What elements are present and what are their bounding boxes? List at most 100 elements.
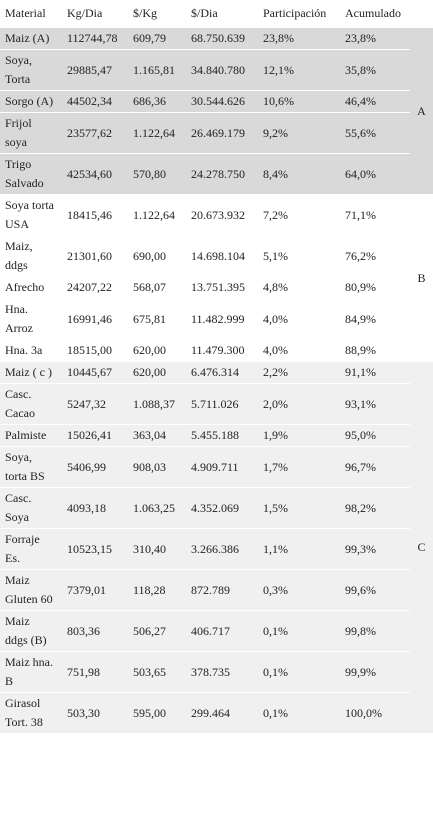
value-cell: 23,8%: [258, 27, 340, 50]
value-cell: 568,07: [128, 276, 186, 299]
value-cell: 20.673.932: [186, 194, 258, 236]
material-cell: Maiz ( c ): [0, 361, 62, 384]
material-cell: Hna. 3a: [0, 339, 62, 362]
material-cell: Frijol soya: [0, 112, 62, 154]
value-cell: 99,3%: [340, 528, 410, 570]
table-row: Casc. Cacao 5247,32 1.088,37 5.711.026 2,0% 9…: [0, 383, 433, 425]
value-cell: 751,98: [62, 651, 128, 693]
value-cell: 503,30: [62, 692, 128, 734]
material-cell: Afrecho: [0, 276, 62, 299]
value-cell: 1,9%: [258, 424, 340, 447]
value-cell: 55,6%: [340, 112, 410, 154]
value-cell: 0,1%: [258, 610, 340, 652]
value-cell: 15026,41: [62, 424, 128, 447]
material-cell: Soya, Torta: [0, 49, 62, 91]
group-label: C: [410, 361, 433, 734]
value-cell: 570,80: [128, 153, 186, 195]
table-row: Soya torta USA 18415,46 1.122,64 20.673.932…: [0, 194, 433, 362]
value-cell: 64,0%: [340, 153, 410, 195]
table-row: Girasol Tort. 38 503,30 595,00 299.464 0,1% 1…: [0, 692, 433, 734]
material-cell: Maiz, ddgs: [0, 235, 62, 277]
value-cell: 24207,22: [62, 276, 128, 299]
value-cell: 91,1%: [340, 361, 410, 384]
value-cell: 310,40: [128, 528, 186, 570]
value-cell: 620,00: [128, 361, 186, 384]
column-header: $/Kg: [128, 0, 186, 28]
value-cell: 44502,34: [62, 90, 128, 113]
table-body: Maiz (A) 112744,78 609,79 68.750.639 23,8% 23…: [0, 27, 433, 734]
column-header: $/Dia: [186, 0, 258, 28]
column-header: Material: [0, 0, 62, 28]
value-cell: 8,4%: [258, 153, 340, 195]
value-cell: 98,2%: [340, 487, 410, 529]
table-row: Sorgo (A) 44502,34 686,36 30.544.626 10,6% 46…: [0, 90, 433, 113]
value-cell: 23577,62: [62, 112, 128, 154]
material-cell: Maiz Gluten 60: [0, 569, 62, 611]
value-cell: 96,7%: [340, 446, 410, 488]
value-cell: 23,8%: [340, 27, 410, 50]
table-row: Casc. Soya 4093,18 1.063,25 4.352.069 1,5% 98…: [0, 487, 433, 529]
material-cell: Hna. Arroz: [0, 298, 62, 340]
value-cell: 80,9%: [340, 276, 410, 299]
value-cell: 76,2%: [340, 235, 410, 277]
value-cell: 84,9%: [340, 298, 410, 340]
material-cell: Soya, torta BS: [0, 446, 62, 488]
table-row: Maiz hna. B 751,98 503,65 378.735 0,1% 99,9%: [0, 651, 433, 693]
value-cell: 1,7%: [258, 446, 340, 488]
value-cell: 406.717: [186, 610, 258, 652]
value-cell: 93,1%: [340, 383, 410, 425]
value-cell: 5406,99: [62, 446, 128, 488]
table-row: Trigo Salvado 42534,60 570,80 24.278.750 8,4…: [0, 153, 433, 195]
value-cell: 21301,60: [62, 235, 128, 277]
material-cell: Sorgo (A): [0, 90, 62, 113]
value-cell: 24.278.750: [186, 153, 258, 195]
value-cell: 11.479.300: [186, 339, 258, 362]
value-cell: 18415,46: [62, 194, 128, 236]
value-cell: 42534,60: [62, 153, 128, 195]
column-header: [410, 0, 433, 28]
value-cell: 506,27: [128, 610, 186, 652]
value-cell: 0,1%: [258, 651, 340, 693]
column-header: Acumulado: [340, 0, 410, 28]
value-cell: 7379,01: [62, 569, 128, 611]
value-cell: 908,03: [128, 446, 186, 488]
value-cell: 5247,32: [62, 383, 128, 425]
value-cell: 5,1%: [258, 235, 340, 277]
value-cell: 609,79: [128, 27, 186, 50]
group-label: A: [410, 27, 433, 195]
value-cell: 10,6%: [258, 90, 340, 113]
value-cell: 595,00: [128, 692, 186, 734]
value-cell: 1,5%: [258, 487, 340, 529]
column-header: Kg/Dia: [62, 0, 128, 28]
value-cell: 1.165,81: [128, 49, 186, 91]
value-cell: 686,36: [128, 90, 186, 113]
value-cell: 4,8%: [258, 276, 340, 299]
value-cell: 13.751.395: [186, 276, 258, 299]
value-cell: 95,0%: [340, 424, 410, 447]
table-row: Maiz Gluten 60 7379,01 118,28 872.789 0,3% 99…: [0, 569, 433, 611]
value-cell: 14.698.104: [186, 235, 258, 277]
table-row: Soya, Torta 29885,47 1.165,81 34.840.780 12,…: [0, 49, 433, 91]
value-cell: 6.476.314: [186, 361, 258, 384]
value-cell: 26.469.179: [186, 112, 258, 154]
column-header: Participación: [258, 0, 340, 28]
material-cell: Casc. Cacao: [0, 383, 62, 425]
value-cell: 299.464: [186, 692, 258, 734]
value-cell: 112744,78: [62, 27, 128, 50]
value-cell: 18515,00: [62, 339, 128, 362]
group-label: B: [410, 194, 433, 362]
value-cell: 0,3%: [258, 569, 340, 611]
value-cell: 9,2%: [258, 112, 340, 154]
material-cell: Palmiste: [0, 424, 62, 447]
header-row: Material Kg/Dia $/Kg $/Dia Participación Acum…: [0, 0, 433, 28]
value-cell: 118,28: [128, 569, 186, 611]
value-cell: 10445,67: [62, 361, 128, 384]
value-cell: 99,6%: [340, 569, 410, 611]
value-cell: 1.122,64: [128, 194, 186, 236]
table-row: Afrecho 24207,22 568,07 13.751.395 4,8% 80,9%: [0, 276, 433, 299]
value-cell: 71,1%: [340, 194, 410, 236]
value-cell: 5.711.026: [186, 383, 258, 425]
value-cell: 4.352.069: [186, 487, 258, 529]
table-row: Soya, torta BS 5406,99 908,03 4.909.711 1,7%…: [0, 446, 433, 488]
